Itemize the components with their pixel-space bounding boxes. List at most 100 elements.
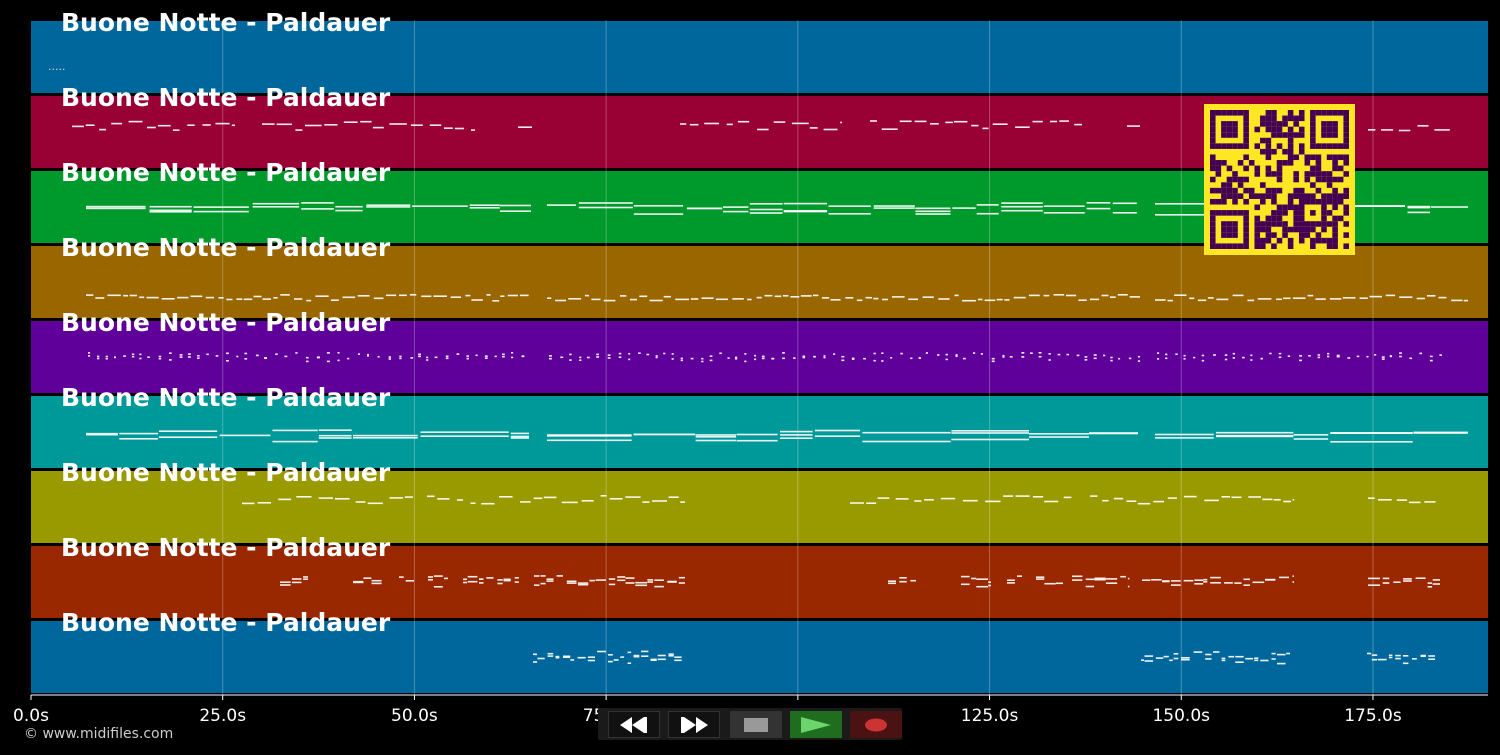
note — [547, 655, 554, 657]
note — [1221, 659, 1226, 662]
note — [533, 497, 543, 500]
note — [1299, 359, 1302, 362]
note — [276, 123, 292, 126]
note — [891, 296, 905, 298]
note — [445, 355, 449, 358]
note — [1003, 495, 1014, 497]
note — [463, 581, 467, 584]
note — [1393, 581, 1401, 583]
note — [236, 355, 239, 358]
tick-label: 175.0s — [1344, 706, 1402, 726]
note — [914, 120, 927, 123]
note — [587, 659, 595, 662]
note — [1174, 294, 1187, 296]
note — [1277, 662, 1286, 665]
note — [1057, 353, 1061, 356]
note — [546, 578, 554, 580]
note — [642, 501, 650, 503]
note — [95, 297, 105, 299]
note — [578, 206, 633, 209]
note — [1262, 498, 1273, 501]
note — [1432, 579, 1440, 581]
note — [1137, 502, 1151, 505]
note — [1250, 359, 1253, 361]
note — [1271, 652, 1276, 655]
note — [342, 296, 356, 299]
note — [1430, 206, 1468, 208]
note — [895, 498, 909, 500]
note — [961, 583, 970, 586]
fast-forward-button[interactable] — [668, 711, 720, 738]
note — [723, 210, 749, 213]
note — [587, 656, 595, 658]
note — [737, 120, 750, 123]
note — [1193, 356, 1196, 359]
note — [991, 357, 995, 360]
note — [736, 439, 778, 442]
note — [570, 659, 575, 661]
note — [639, 295, 648, 298]
note — [318, 434, 352, 437]
note — [514, 577, 519, 579]
track-lane — [31, 246, 1488, 318]
note — [976, 578, 989, 580]
note — [1084, 356, 1088, 358]
note — [1144, 655, 1154, 657]
note — [579, 359, 582, 361]
note — [330, 299, 339, 301]
note — [1403, 580, 1412, 582]
note — [470, 502, 476, 504]
note — [540, 575, 546, 577]
note — [671, 353, 674, 355]
note — [1377, 658, 1387, 661]
play-button[interactable] — [790, 711, 842, 738]
note — [735, 358, 738, 360]
note — [510, 437, 529, 439]
note — [980, 353, 983, 355]
note — [1157, 352, 1160, 354]
note — [881, 128, 898, 130]
note — [1224, 358, 1228, 361]
note — [951, 438, 1029, 441]
note — [1439, 354, 1442, 356]
note — [744, 353, 747, 355]
note — [953, 120, 968, 123]
note — [1368, 497, 1375, 499]
track-lane — [31, 321, 1488, 393]
note — [910, 579, 916, 582]
note — [962, 499, 978, 502]
note — [533, 653, 538, 656]
note — [589, 579, 595, 582]
note — [1072, 579, 1083, 581]
note — [161, 298, 175, 300]
note — [343, 121, 358, 123]
note-layer — [72, 120, 1468, 665]
note — [546, 580, 554, 582]
note — [388, 356, 391, 358]
note — [952, 207, 976, 209]
note — [1074, 123, 1082, 126]
note — [389, 123, 407, 125]
note — [988, 584, 991, 587]
note — [841, 359, 845, 362]
note — [502, 353, 505, 356]
note — [579, 356, 582, 359]
note — [1181, 657, 1190, 659]
note — [428, 576, 433, 578]
note — [1385, 294, 1396, 297]
note — [1407, 206, 1430, 209]
note — [1427, 295, 1436, 297]
rewind-button[interactable] — [608, 711, 660, 738]
track-lane — [31, 621, 1488, 693]
note — [1381, 358, 1385, 360]
note — [1050, 120, 1057, 123]
note — [780, 437, 813, 439]
note — [1278, 352, 1282, 355]
note — [1213, 354, 1216, 356]
stop-button[interactable] — [730, 711, 782, 738]
record-button[interactable] — [850, 711, 902, 738]
note — [951, 430, 1029, 432]
note — [1428, 655, 1435, 657]
note — [1273, 499, 1281, 501]
note — [107, 294, 121, 297]
